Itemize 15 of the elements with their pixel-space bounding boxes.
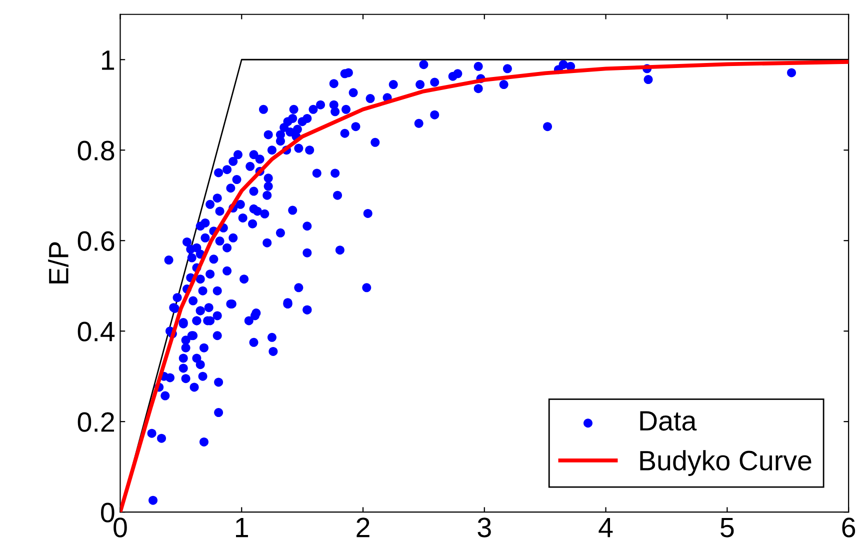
x-tick-label: 1 — [236, 518, 248, 538]
y-tick-label: 1 — [102, 50, 114, 70]
y-tick-label: 0.8 — [78, 140, 114, 160]
y-tick-label: 0 — [101, 502, 114, 522]
y-tick-label: 0.2 — [78, 412, 114, 432]
legend-label: Budyko Curve — [640, 450, 812, 476]
x-tick-label: 4 — [598, 518, 613, 538]
y-axis-title: E/P — [48, 242, 68, 284]
x-tick-label: 6 — [842, 518, 856, 538]
x-tick-label: 2 — [356, 518, 370, 538]
y-tick-label: 0.6 — [78, 231, 114, 251]
x-tick-label: 5 — [720, 518, 734, 538]
legend-label: Data — [640, 411, 697, 431]
x-tick-label: 3 — [478, 518, 491, 538]
y-tick-label: 0.4 — [78, 322, 115, 342]
